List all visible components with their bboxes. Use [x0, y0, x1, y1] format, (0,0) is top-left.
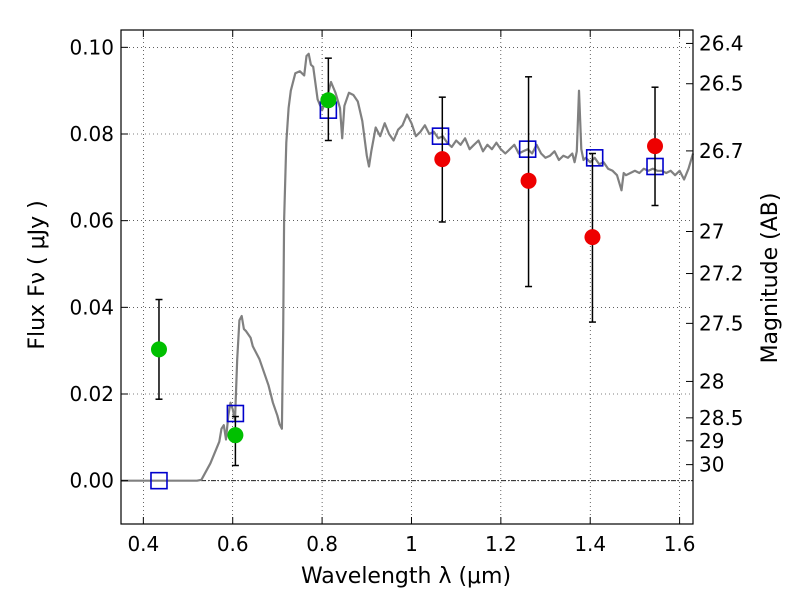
observed-point [150, 341, 167, 358]
observed-point [434, 151, 451, 168]
y-tick-label: 0.10 [69, 35, 114, 59]
y-axis-label: Flux Fν ( μJy ) [25, 200, 50, 349]
right-tick-label: 27 [699, 220, 724, 244]
observed-point [584, 229, 601, 246]
right-axis-label: Magnitude (AB) [758, 193, 783, 364]
x-tick-label: 1.4 [574, 532, 606, 556]
model-photometry-square [431, 127, 450, 145]
x-tick-label: 1.2 [485, 532, 517, 556]
right-tick-label: 30 [699, 453, 724, 477]
y-tick-label: 0.02 [69, 382, 114, 406]
right-tick-label: 26.7 [699, 139, 744, 163]
right-tick-label: 27.2 [699, 262, 744, 286]
x-tick-label: 0.8 [306, 532, 338, 556]
y-tick-label: 0.04 [69, 295, 114, 319]
right-tick-label: 29 [699, 429, 724, 453]
right-tick-label: 28 [699, 369, 724, 393]
model-photometry-square [518, 140, 537, 158]
model-spectrum-line [121, 52, 695, 482]
model-photometry-square [150, 471, 168, 490]
observed-point [520, 172, 537, 189]
plot-frame [120, 29, 694, 525]
observed-point [647, 138, 664, 155]
y-tick-label: 0.08 [69, 122, 114, 146]
observed-point [227, 427, 244, 444]
x-axis-label: Wavelength λ (μm) [301, 564, 511, 589]
right-tick-label: 27.5 [699, 311, 744, 335]
grid [121, 30, 693, 524]
x-tick-label: 1 [405, 532, 418, 556]
y-tick-label: 0.06 [69, 209, 114, 233]
x-tick-label: 0.4 [127, 532, 159, 556]
x-tick-label: 1.6 [664, 532, 696, 556]
x-tick-label: 0.6 [217, 532, 249, 556]
right-tick-label: 26.5 [699, 72, 744, 96]
data-layer [121, 52, 695, 490]
model-photometry-square [585, 149, 604, 167]
ticks: 0.4 0.6 0.8 1 1.2 1.4 1.6 0.00 0.02 0.04 0.06 0.08 0… [69, 30, 744, 556]
right-tick-label: 26.4 [699, 31, 744, 55]
y-tick-label: 0.00 [69, 469, 114, 493]
right-tick-label: 28.5 [699, 406, 744, 430]
observed-point [320, 92, 337, 109]
